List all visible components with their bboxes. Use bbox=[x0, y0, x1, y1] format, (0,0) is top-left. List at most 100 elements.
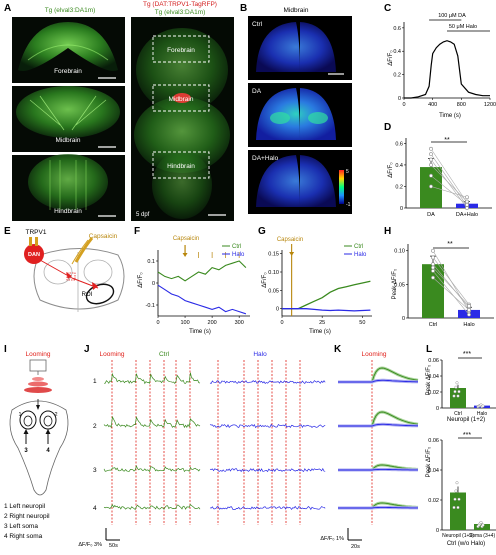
panel-l-top-ylabel: Peak ΔF/F₀ bbox=[426, 364, 432, 395]
midbrain-label: Midbrain bbox=[56, 137, 81, 144]
panel-g-ytick-label: 0.05 bbox=[268, 288, 279, 294]
da-heatmap bbox=[248, 83, 352, 147]
panel-c-xlabel: Time (s) bbox=[439, 113, 461, 119]
panel-h-pair-point bbox=[467, 304, 470, 307]
panel-l-top-dot bbox=[456, 382, 459, 385]
panel-j-traces bbox=[104, 360, 325, 525]
midbrain-box-label: Midbrain bbox=[169, 96, 194, 103]
panel-h-pair-point bbox=[431, 266, 434, 269]
dan-label: DAN bbox=[28, 252, 40, 258]
panel-c-ytick-label: 0.6 bbox=[393, 26, 401, 32]
panel-d-pair-point bbox=[429, 158, 432, 161]
panel-g-capsaicin: Capsaicin bbox=[277, 237, 303, 243]
panel-a-left-title: Tg (elval3:DA1m) bbox=[45, 7, 96, 14]
panel-d-letter: D bbox=[384, 122, 391, 133]
panel-l-bottom-dot bbox=[457, 506, 460, 509]
forebrain-box-label: Forebrain bbox=[167, 47, 195, 54]
colorbar-min: -1 bbox=[346, 202, 351, 208]
looming-monitor-icon bbox=[24, 360, 52, 393]
panel-g-legend-halo: Halo bbox=[354, 252, 367, 258]
panel-k-looming: Looming bbox=[362, 351, 387, 358]
panel-f-ytick-label: 0 bbox=[152, 281, 155, 287]
panel-h-ytick-label: 0.10 bbox=[394, 249, 405, 255]
panel-l-bottom-ylabel: Peak ΔF/F₀ bbox=[426, 446, 432, 477]
roi-number-1: 1 bbox=[18, 412, 21, 418]
panel-c-xtick-label: 400 bbox=[428, 102, 437, 108]
panel-h-pair-point bbox=[467, 313, 470, 316]
halo-trace-row-1 bbox=[210, 381, 325, 384]
panel-c-ytick-label: 0 bbox=[398, 96, 401, 102]
panel-d-ytick-label: 0.6 bbox=[395, 141, 403, 147]
panel-l-top-dot bbox=[455, 386, 458, 389]
panel-f-xlabel: Time (s) bbox=[189, 329, 211, 335]
panel-d-category-label: DA+Halo bbox=[456, 212, 478, 218]
panel-j-looming: Looming bbox=[100, 351, 125, 358]
panel-l-bottom-dot bbox=[482, 524, 485, 527]
panel-h-pair-point bbox=[431, 269, 434, 272]
panel-b-title: Midbrain bbox=[284, 7, 309, 14]
panel-g-xtick-label: 0 bbox=[280, 320, 283, 326]
panel-d-ytick-label: 0 bbox=[400, 206, 403, 212]
panel-j-ctrl: Ctrl bbox=[159, 351, 170, 358]
panel-j-row-2: 2 bbox=[93, 423, 97, 430]
panel-d-ylabel: ΔF/F₀ bbox=[388, 162, 394, 178]
panel-h-pair-point bbox=[467, 308, 470, 311]
panel-c-xtick-label: 800 bbox=[457, 102, 466, 108]
da-halo-label: DA+Halo bbox=[252, 155, 279, 162]
panel-g-letter: G bbox=[258, 226, 266, 237]
halo-trace-row-2 bbox=[210, 425, 325, 428]
panel-d-category-label: DA bbox=[427, 212, 435, 218]
panel-l-bottom-dot bbox=[480, 521, 483, 524]
panel-h-pair-point bbox=[431, 249, 434, 252]
panel-j-halo: Halo bbox=[253, 351, 267, 358]
panel-f-legend-ctrl: Ctrl bbox=[232, 244, 241, 250]
panel-l-top-ytick-label: 0 bbox=[436, 406, 439, 412]
panel-a-right-title-top: Tg (DAT:TRPV1-TagRFP) bbox=[143, 1, 217, 8]
panel-l-top-dot bbox=[457, 395, 460, 398]
roi-number-2: 2 bbox=[54, 412, 57, 418]
panel-c-halo-label: 50 μM Halo bbox=[449, 24, 477, 30]
panel-d-ytick-label: 0.2 bbox=[395, 184, 403, 190]
panel-d-ytick-label: 0.4 bbox=[395, 163, 403, 169]
panel-l-bottom-caption: Ctrl (w/o Halo) bbox=[447, 541, 485, 547]
panel-f-ylabel: ΔF/F₀ bbox=[138, 272, 144, 288]
trpv1-label: TRPV1 bbox=[26, 229, 47, 236]
trpv1-channel bbox=[29, 237, 32, 246]
panel-h-letter: H bbox=[384, 226, 391, 237]
panel-e-letter: E bbox=[4, 226, 11, 237]
panel-f-letter: F bbox=[134, 226, 140, 237]
panel-c-ytick-label: 0.2 bbox=[393, 73, 401, 79]
panel-l-bottom-dot bbox=[456, 481, 459, 484]
trpv1-channel bbox=[35, 237, 38, 246]
panel-g-xtick-label: 25 bbox=[319, 320, 325, 326]
panel-l-top-caption: Neuropil (1+2) bbox=[447, 417, 485, 423]
forebrain-label: Forebrain bbox=[54, 68, 82, 75]
panel-h-ytick-label: 0 bbox=[402, 316, 405, 322]
panel-l-top-dot bbox=[453, 395, 456, 398]
ctrl-trace-row-2 bbox=[104, 417, 200, 428]
panel-l-top-dot bbox=[454, 390, 457, 393]
roi-label: ROI bbox=[82, 292, 93, 298]
da-label: DA bbox=[252, 88, 262, 95]
roi-number-3: 3 bbox=[24, 448, 28, 454]
panel-f-ctrl-trace bbox=[158, 261, 246, 281]
panel-j-row-3: 3 bbox=[93, 467, 97, 474]
panel-f-ytick-label: 0.1 bbox=[147, 259, 155, 265]
hindbrain-label: Hindbrain bbox=[54, 208, 82, 215]
panel-l-bottom-category-label: Soma (3+4) bbox=[469, 533, 496, 539]
panel-d-pair-point bbox=[465, 196, 468, 199]
panel-i-looming: Looming bbox=[26, 351, 51, 358]
panel-j-scale-x-label: 50s bbox=[109, 543, 118, 549]
panel-d-pair-point bbox=[429, 185, 432, 188]
panel-g-ylabel: ΔF/F₀ bbox=[262, 272, 268, 288]
panel-b-letter: B bbox=[240, 3, 247, 14]
panel-l-bottom-ytick-label: 0.06 bbox=[428, 438, 439, 444]
ctrl-label: Ctrl bbox=[252, 21, 263, 28]
panel-i-letter: I bbox=[4, 344, 7, 355]
panel-l-bottom-dot bbox=[455, 490, 458, 493]
panel-f-xtick-label: 300 bbox=[235, 320, 244, 326]
panel-e-schematic bbox=[24, 237, 124, 312]
age-label: 5 dpf bbox=[136, 212, 150, 218]
